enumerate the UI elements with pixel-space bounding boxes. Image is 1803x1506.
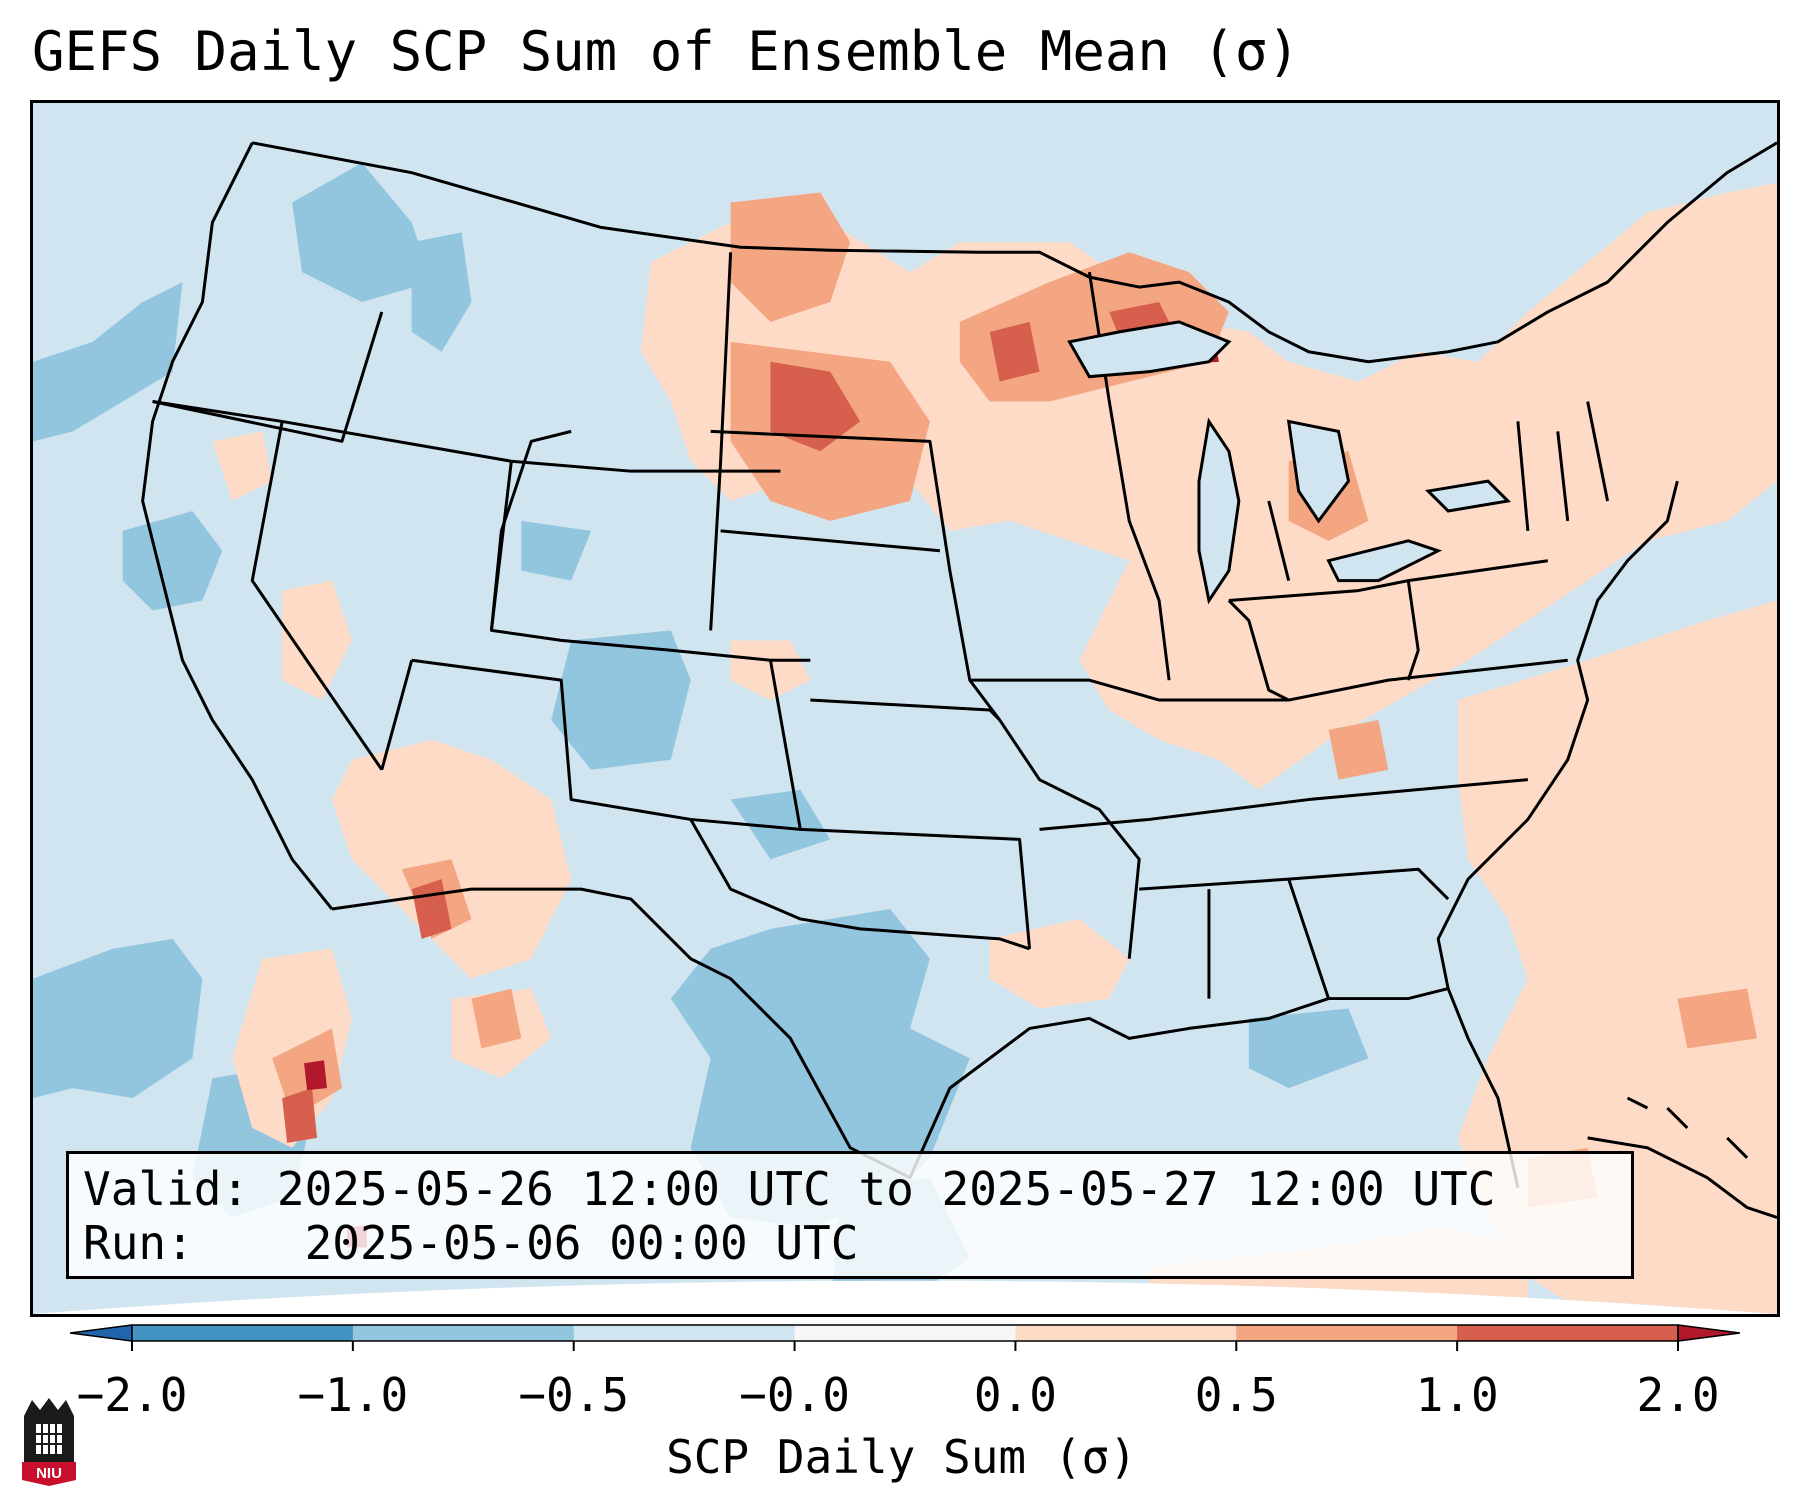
valid-label: Valid: (83, 1162, 250, 1216)
colorbar-tick-label: 0.5 (1194, 1368, 1278, 1422)
run-time: 2025-05-06 00:00 UTC (304, 1216, 859, 1270)
run-label: Run: (83, 1216, 250, 1270)
colorbar-bin (132, 1325, 354, 1341)
colorbar-tick-label: −2.0 (76, 1368, 188, 1422)
niu-logo-icon: NIU (22, 1398, 76, 1486)
valid-run-info-box: Valid: 2025-05-26 12:00 UTC to 2025-05-2… (66, 1151, 1634, 1279)
colorbar-bin (1457, 1325, 1679, 1341)
colorbar-extend-low (70, 1324, 133, 1342)
colorbar-bin (352, 1325, 575, 1341)
map-panel (30, 100, 1780, 1317)
caribbean-islands (1587, 1096, 1777, 1219)
colorbar (70, 1324, 1740, 1351)
colorbar-tick-label: 0.0 (973, 1368, 1057, 1422)
colorbar-bin (573, 1325, 796, 1341)
colorbar-bin (794, 1325, 1016, 1341)
colorbar-label: SCP Daily Sum (σ) (666, 1430, 1137, 1484)
colorbar-extend-high (1677, 1324, 1740, 1342)
colorbar-tick-label: 2.0 (1636, 1368, 1720, 1422)
map-title: GEFS Daily SCP Sum of Ensemble Mean (σ) (32, 20, 1300, 83)
logo-text: NIU (36, 1465, 62, 1482)
colorbar-tick-label: −1.0 (297, 1368, 409, 1422)
political-borders (141, 141, 1777, 1188)
colorbar-tick-label: −0.5 (518, 1368, 630, 1422)
valid-time-range: 2025-05-26 12:00 UTC to 2025-05-27 12:00… (276, 1162, 1496, 1216)
colorbar-bin (1015, 1325, 1237, 1341)
colorbar-bin (1236, 1325, 1458, 1341)
great-lakes (1067, 320, 1512, 605)
colorbar-tick-label: 1.0 (1415, 1368, 1499, 1422)
colorbar-tick-label: −0.0 (739, 1368, 850, 1422)
colorbar-outline (131, 1324, 1679, 1342)
scp-map (33, 103, 1777, 1314)
